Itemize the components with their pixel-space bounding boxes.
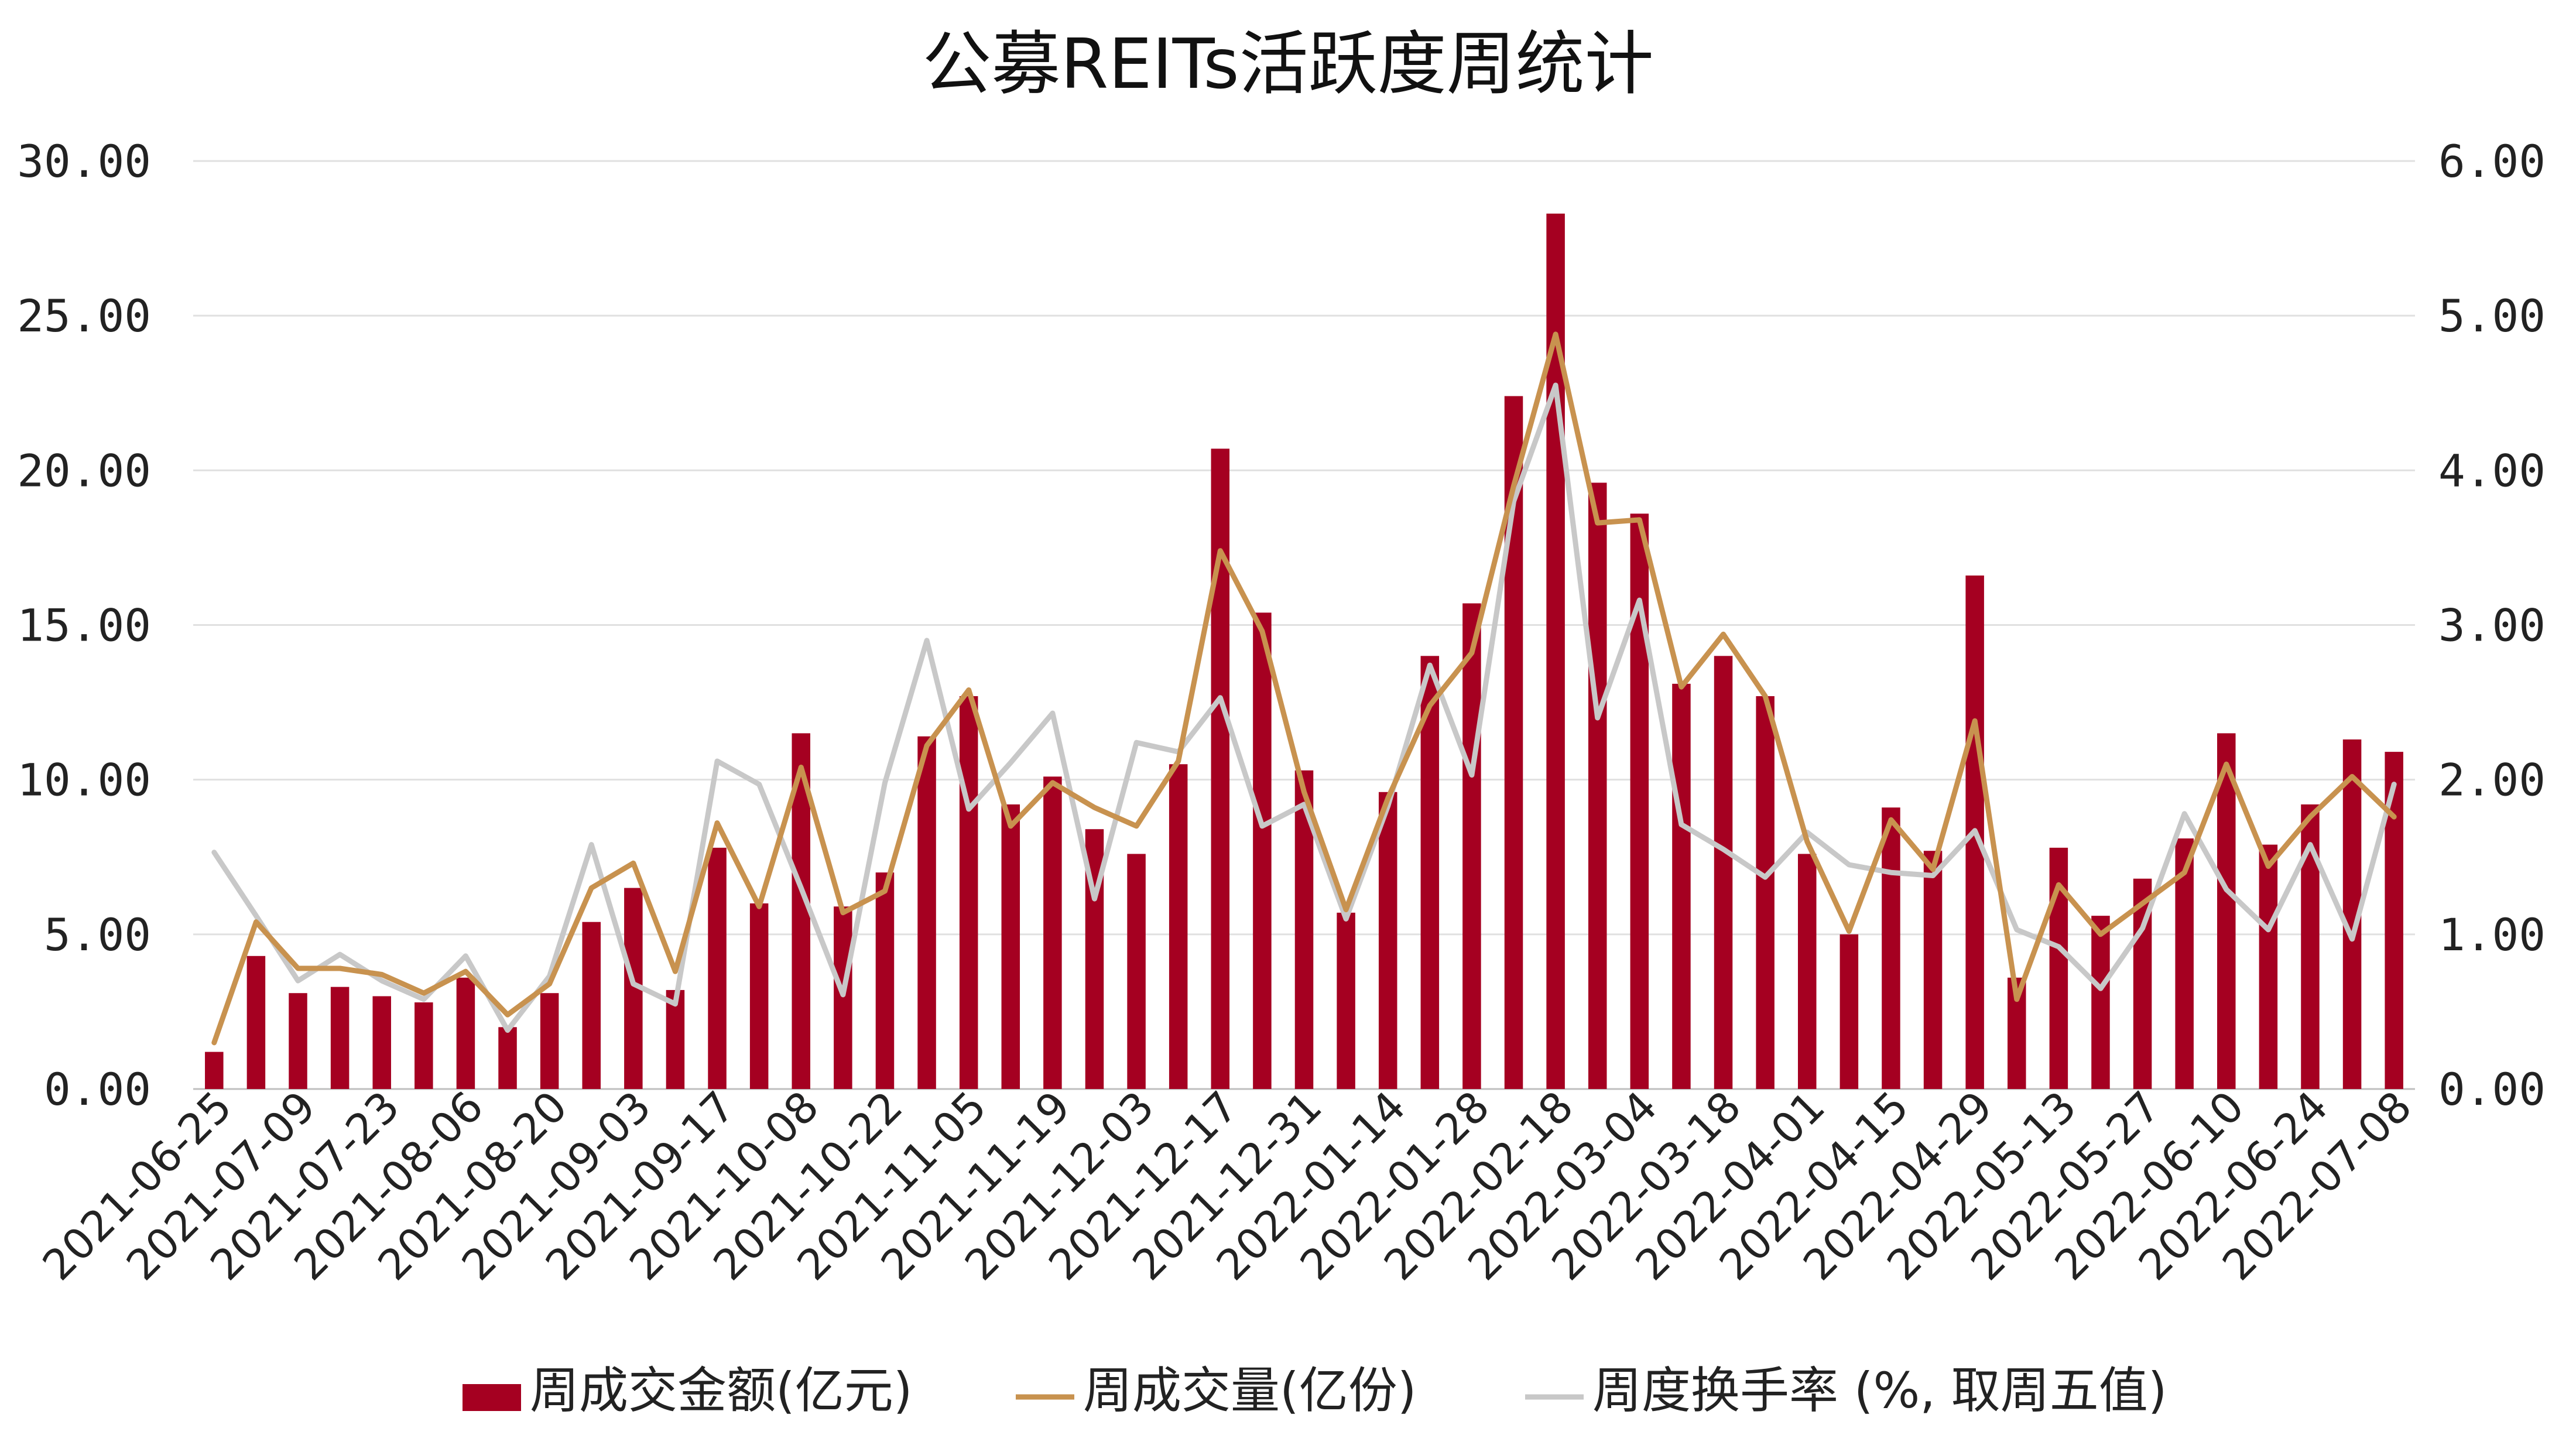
bar xyxy=(1797,854,1817,1089)
left-tick-label: 25.00 xyxy=(17,290,151,342)
bar xyxy=(1337,912,1355,1089)
bar xyxy=(917,736,936,1089)
bar xyxy=(1211,448,1230,1089)
bar xyxy=(205,1052,224,1089)
bar xyxy=(1923,851,1943,1089)
bar xyxy=(1756,696,1775,1089)
bar xyxy=(708,847,727,1089)
legend-swatch-amount xyxy=(463,1384,521,1411)
bar xyxy=(1714,656,1733,1089)
legend-label-turnover: 周度换手率 (%, 取周五值) xyxy=(1592,1362,2167,1419)
x-axis: 2021-06-252021-07-092021-07-232021-08-06… xyxy=(33,1082,2421,1290)
volume-line xyxy=(211,331,2397,1046)
bar xyxy=(1882,807,1900,1089)
bar xyxy=(1169,764,1188,1089)
legend-label-volume: 周成交量(亿份) xyxy=(1083,1362,1417,1419)
right-tick-label: 0.00 xyxy=(2438,1063,2546,1115)
legend-label-amount: 周成交金额(亿元) xyxy=(530,1362,913,1419)
chart-title: 公募REITs活跃度周统计 xyxy=(922,23,1653,104)
bar xyxy=(749,903,769,1089)
bar xyxy=(582,922,601,1089)
bar xyxy=(875,872,895,1089)
bar xyxy=(1043,776,1062,1089)
bar xyxy=(1378,792,1397,1089)
bar xyxy=(1588,482,1607,1089)
right-tick-label: 2.00 xyxy=(2438,754,2546,806)
left-tick-label: 10.00 xyxy=(17,754,151,806)
right-tick-label: 6.00 xyxy=(2438,135,2546,187)
bar xyxy=(540,993,559,1089)
bar xyxy=(330,987,350,1089)
left-tick-label: 5.00 xyxy=(44,909,151,961)
bar xyxy=(959,696,978,1089)
line-series xyxy=(211,331,2397,1046)
right-tick-label: 5.00 xyxy=(2438,290,2546,342)
turnover-rate-line xyxy=(211,382,2397,1033)
bar xyxy=(1462,603,1481,1089)
bar xyxy=(834,906,852,1089)
right-tick-label: 1.00 xyxy=(2438,909,2546,961)
left-tick-label: 0.00 xyxy=(44,1063,151,1115)
bar xyxy=(1001,804,1020,1089)
bar xyxy=(1420,656,1440,1089)
bar xyxy=(2259,844,2278,1089)
left-tick-label: 30.00 xyxy=(17,135,151,187)
bar xyxy=(2091,916,2110,1089)
legend: 周成交金额(亿元) 周成交量(亿份) 周度换手率 (%, 取周五值) xyxy=(463,1362,2167,1419)
bar xyxy=(415,1002,433,1089)
bar xyxy=(1253,612,1272,1089)
bar xyxy=(1672,683,1691,1089)
right-axis: 0.00 1.00 2.00 3.00 4.00 5.00 6.00 xyxy=(2438,135,2546,1115)
bar xyxy=(2217,733,2236,1089)
bar xyxy=(498,1027,517,1089)
bar xyxy=(456,977,475,1089)
bar xyxy=(246,956,266,1089)
left-tick-label: 20.00 xyxy=(17,444,151,496)
left-tick-label: 15.00 xyxy=(17,600,151,652)
bar xyxy=(1839,934,1859,1089)
bar xyxy=(372,996,391,1089)
right-tick-label: 3.00 xyxy=(2438,600,2546,652)
bar-series xyxy=(205,213,2403,1090)
bar xyxy=(289,993,307,1089)
bar xyxy=(1127,854,1146,1089)
right-tick-label: 4.00 xyxy=(2438,444,2546,496)
left-axis: 0.00 5.00 10.00 15.00 20.00 25.00 30.00 xyxy=(17,135,151,1115)
